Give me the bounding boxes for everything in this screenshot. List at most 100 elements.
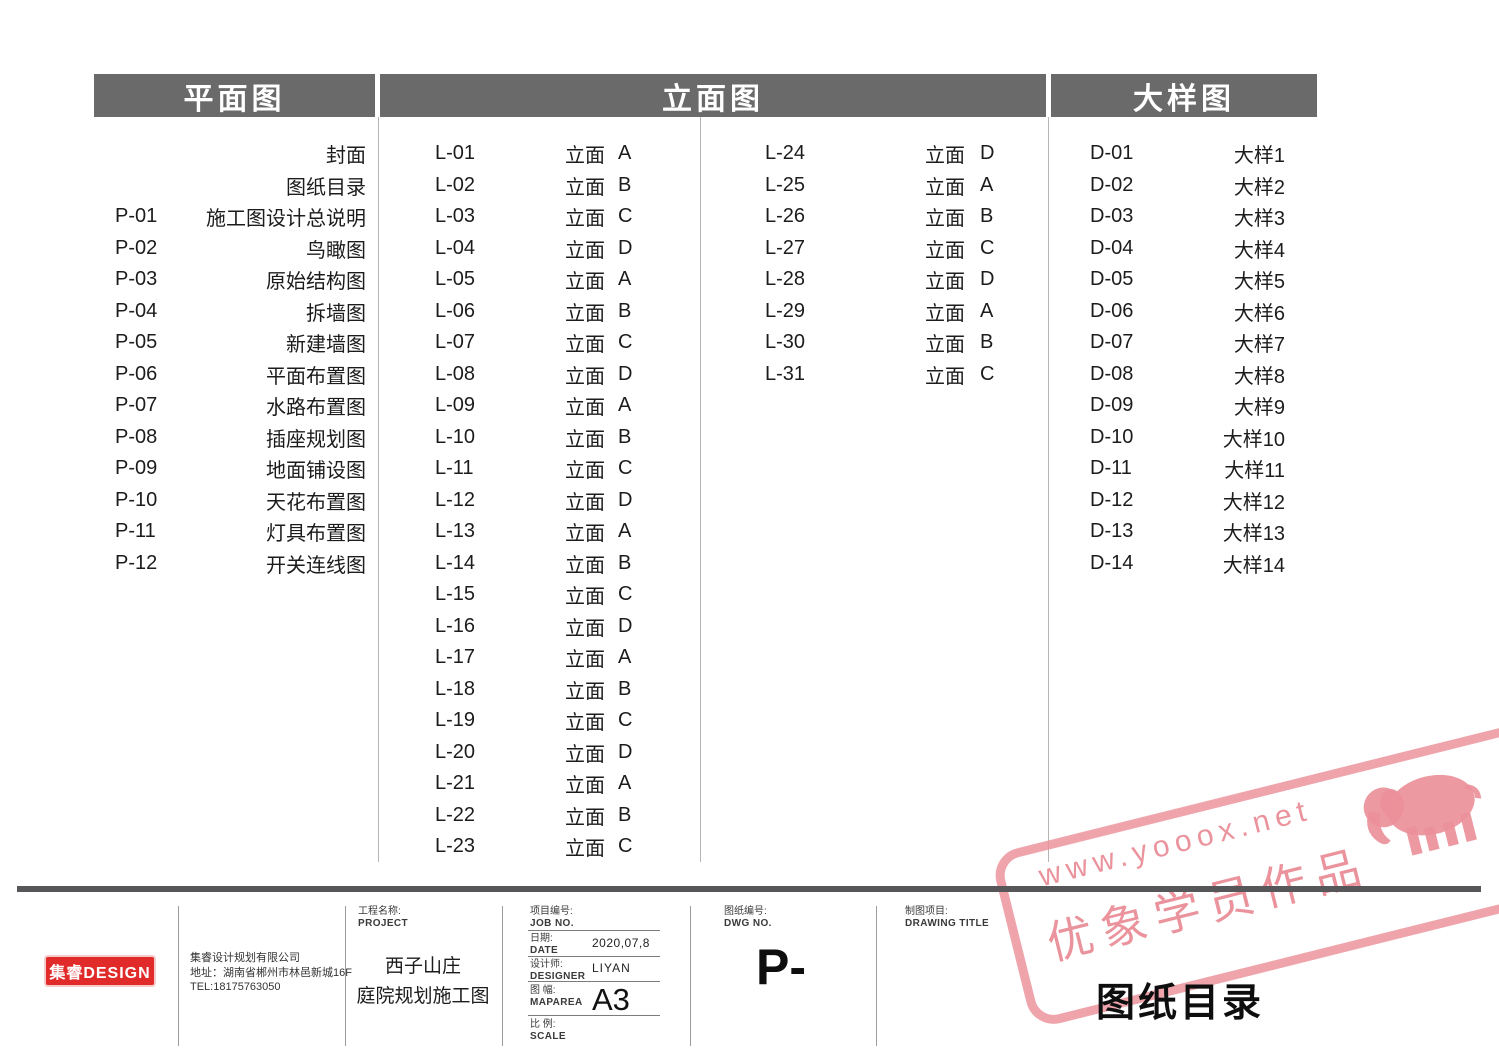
section-header-elevation: 立面图 [380,74,1046,117]
drawing-name: 立面 [565,145,605,168]
elevation-letter: A [618,394,632,417]
drawing-name: 大样1 [1233,145,1285,168]
elevation-letter: A [618,142,632,165]
elevation-letter: D [618,488,633,511]
designer-value: LIYAN [592,961,631,975]
elevation-letter: A [618,520,632,543]
elevation-letter: C [618,709,633,732]
drawing-name: 大样12 [1222,491,1285,514]
drawing-row: L-11 立面 C [380,453,700,485]
drawing-row: D-11 大样11 [1048,453,1317,485]
drawing-code: P-08 [115,425,158,448]
drawing-name: 立面 [565,460,605,483]
drawing-name: 立面 [565,365,605,388]
titleblock-divider [876,906,877,1046]
drawing-row: L-01 立面 A [380,138,700,170]
elevation-letter: D [618,236,633,259]
drawing-code: L-14 [435,551,476,574]
drawing-code: L-23 [435,835,476,858]
drawing-name: 立面 [565,712,605,735]
drawing-row: D-04 大样4 [1048,233,1317,265]
drawing-code: D-06 [1090,299,1134,322]
elevation-letter: A [618,268,632,291]
drawing-name: 大样7 [1233,334,1285,357]
drawing-code: L-07 [435,331,476,354]
map-area-label: 图 幅: MAPAREA [530,985,583,1008]
drawing-row: D-08 大样8 [1048,359,1317,391]
drawing-name: 大样9 [1233,397,1285,420]
elephant-icon [1344,748,1499,875]
drawing-name: 大样4 [1233,239,1285,262]
drawing-row: P-05 新建墙图 [94,327,375,359]
drawing-row: D-02 大样2 [1048,170,1317,202]
drawing-name: 大样6 [1233,302,1285,325]
drawing-row: L-16 立面 D [380,611,700,643]
scale-label: 比 例: SCALE [530,1019,566,1042]
drawing-code: D-12 [1090,488,1134,511]
drawing-code: L-13 [435,520,476,543]
titleblock-divider [690,906,691,1046]
elevation-letter: C [618,583,633,606]
drawing-row: L-19 立面 C [380,705,700,737]
elevation-drawing-list-2: L-24 立面 D L-25 立面 A L-26 立面 B L-27 立面 C … [700,138,1046,390]
drawing-name: 立面 [565,649,605,672]
drawing-name: 原始结构图 [266,271,366,294]
drawing-name: 大样5 [1233,271,1285,294]
drawing-name: 立面 [925,208,965,231]
drawing-row: L-29 立面 A [700,296,1046,328]
drawing-row: D-09 大样9 [1048,390,1317,422]
company-name: 集睿设计规划有限公司 [190,952,300,964]
elevation-letter: D [980,142,995,165]
drawing-row: D-01 大样1 [1048,138,1317,170]
drawing-title-value: 图纸目录 [1096,982,1265,1025]
drawing-name: 平面布置图 [266,365,366,388]
separator-rule [17,886,1481,892]
dwg-no-label: 图纸编号: DWG NO. [724,906,772,929]
drawing-code: L-02 [435,173,476,196]
drawing-code: D-02 [1090,173,1134,196]
drawing-row: P-02 鸟瞰图 [94,233,375,265]
drawing-code: L-04 [435,236,476,259]
project-name: 西子山庄 庭院规划施工图 [356,956,490,1007]
drawing-name: 立面 [565,176,605,199]
drawing-row: L-23 立面 C [380,831,700,863]
drawing-code: P-04 [115,299,158,322]
drawing-row: P-01 施工图设计总说明 [94,201,375,233]
date-value: 2020,07,8 [592,936,650,950]
drawing-code: L-09 [435,394,476,417]
drawing-name: 立面 [565,208,605,231]
drawing-name: 立面 [565,775,605,798]
drawing-row: P-07 水路布置图 [94,390,375,422]
drawing-row: L-12 立面 D [380,485,700,517]
elevation-letter: C [618,835,633,858]
drawing-name: 拆墙图 [306,302,366,325]
drawing-row: D-14 大样14 [1048,548,1317,580]
drawing-name: 立面 [565,554,605,577]
drawing-code: P-01 [115,205,158,228]
drawing-name: 立面 [565,302,605,325]
drawing-name: 大样11 [1224,460,1285,483]
drawing-row: P-12 开关连线图 [94,548,375,580]
drawing-row: L-07 立面 C [380,327,700,359]
drawing-code: P-11 [115,520,156,543]
drawing-code: D-03 [1090,205,1134,228]
drawing-code: L-19 [435,709,476,732]
drawing-row: P-03 原始结构图 [94,264,375,296]
elevation-letter: C [980,362,995,385]
drawing-name: 立面 [565,523,605,546]
drawing-name: 立面 [925,271,965,294]
elevation-letter: C [618,331,633,354]
titleblock-divider [502,906,503,1046]
map-area-value: A3 [592,982,630,1017]
drawing-name: 开关连线图 [266,554,366,577]
elevation-drawing-list-1: L-01 立面 A L-02 立面 B L-03 立面 C L-04 立面 D … [380,138,700,863]
drawing-row: P-06 平面布置图 [94,359,375,391]
drawing-row: L-04 立面 D [380,233,700,265]
titleblock-divider [345,906,346,1046]
titleblock-divider [178,906,179,1046]
drawing-row: P-11 灯具布置图 [94,516,375,548]
company-phone: TEL:18175763050 [190,981,281,993]
drawing-name: 立面 [925,302,965,325]
drawing-code: L-27 [765,236,806,259]
